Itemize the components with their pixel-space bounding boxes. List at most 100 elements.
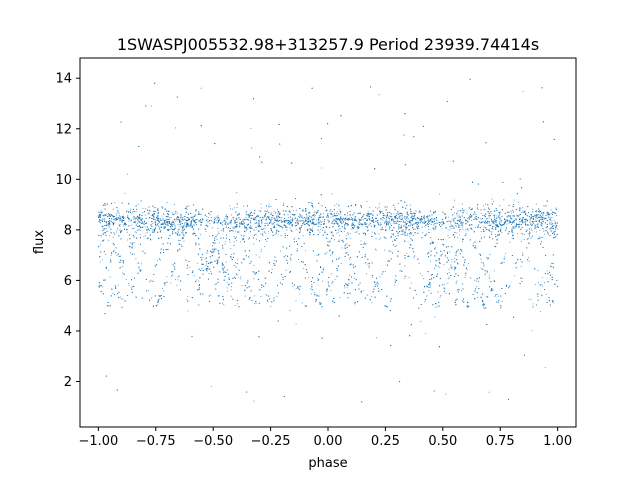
- data-point: [256, 238, 258, 240]
- data-point: [163, 225, 165, 227]
- data-point: [145, 226, 147, 228]
- data-point: [111, 253, 113, 255]
- data-point: [112, 292, 114, 294]
- data-point: [336, 203, 338, 205]
- data-point: [103, 232, 105, 234]
- data-point: [505, 252, 507, 254]
- data-point: [224, 243, 226, 245]
- data-point: [404, 218, 407, 220]
- data-point: [421, 226, 423, 228]
- data-point: [135, 231, 137, 234]
- data-point: [171, 222, 173, 224]
- data-point: [240, 278, 242, 280]
- data-point: [452, 235, 454, 237]
- data-point: [366, 201, 368, 203]
- data-point: [511, 212, 513, 214]
- data-point: [435, 306, 437, 308]
- data-point: [166, 202, 168, 204]
- data-point: [209, 214, 211, 216]
- data-point: [223, 303, 225, 306]
- data-point: [127, 173, 129, 175]
- data-point: [284, 237, 286, 239]
- data-point: [493, 270, 496, 272]
- data-point: [369, 206, 371, 208]
- data-point: [100, 210, 102, 212]
- data-point: [331, 253, 333, 255]
- data-point: [534, 226, 536, 228]
- data-point: [229, 241, 231, 243]
- data-point: [480, 267, 482, 270]
- data-point: [432, 218, 434, 220]
- data-point: [142, 207, 144, 209]
- data-point: [287, 214, 289, 216]
- data-point: [223, 218, 226, 220]
- data-point: [425, 332, 427, 334]
- data-point: [330, 209, 332, 211]
- data-point: [514, 275, 516, 277]
- data-point: [222, 268, 224, 270]
- data-point: [157, 223, 159, 225]
- data-point: [115, 215, 118, 217]
- data-point: [488, 274, 490, 276]
- data-point: [556, 228, 558, 230]
- data-point: [546, 217, 548, 219]
- data-point: [207, 216, 209, 219]
- data-point: [534, 220, 536, 223]
- data-point: [375, 238, 377, 240]
- data-point: [175, 220, 177, 222]
- data-point: [218, 256, 221, 258]
- data-point: [318, 219, 320, 221]
- data-point: [293, 238, 295, 241]
- data-point: [107, 269, 110, 271]
- data-point: [539, 236, 541, 238]
- data-point: [474, 218, 476, 220]
- data-point: [230, 223, 232, 225]
- data-point: [448, 237, 450, 239]
- data-point: [469, 227, 471, 229]
- data-point: [225, 261, 227, 263]
- data-point: [489, 209, 491, 211]
- data-point: [537, 270, 539, 272]
- data-point: [428, 290, 430, 292]
- data-point: [305, 305, 307, 307]
- data-point: [299, 293, 301, 295]
- data-point: [308, 228, 310, 230]
- data-point: [457, 237, 459, 239]
- data-point: [274, 233, 276, 236]
- data-point: [488, 222, 490, 224]
- data-point: [277, 234, 279, 236]
- data-point: [99, 261, 102, 263]
- data-point: [545, 293, 547, 295]
- data-point: [331, 233, 333, 235]
- data-point: [195, 222, 197, 224]
- data-point: [152, 223, 154, 225]
- data-point: [482, 214, 484, 216]
- data-point: [387, 216, 389, 218]
- data-point: [508, 223, 510, 225]
- data-point: [280, 235, 282, 237]
- data-point: [313, 212, 315, 214]
- data-point: [434, 246, 436, 248]
- data-point: [490, 281, 492, 283]
- data-point: [270, 205, 272, 207]
- data-point: [131, 213, 133, 215]
- data-point: [492, 228, 494, 230]
- data-point: [439, 296, 441, 298]
- data-point: [253, 303, 256, 305]
- data-point: [110, 229, 112, 231]
- data-point: [112, 208, 114, 210]
- data-point: [520, 208, 522, 210]
- data-point: [241, 284, 243, 286]
- data-point: [408, 218, 410, 220]
- data-point: [299, 230, 301, 233]
- data-point: [521, 252, 523, 254]
- data-point: [409, 235, 411, 238]
- data-point: [549, 303, 551, 305]
- data-point: [352, 266, 354, 268]
- data-point: [265, 232, 267, 234]
- data-point: [118, 212, 120, 214]
- data-point: [369, 222, 371, 224]
- data-point: [130, 208, 132, 210]
- data-point: [543, 218, 545, 220]
- data-point: [474, 217, 476, 219]
